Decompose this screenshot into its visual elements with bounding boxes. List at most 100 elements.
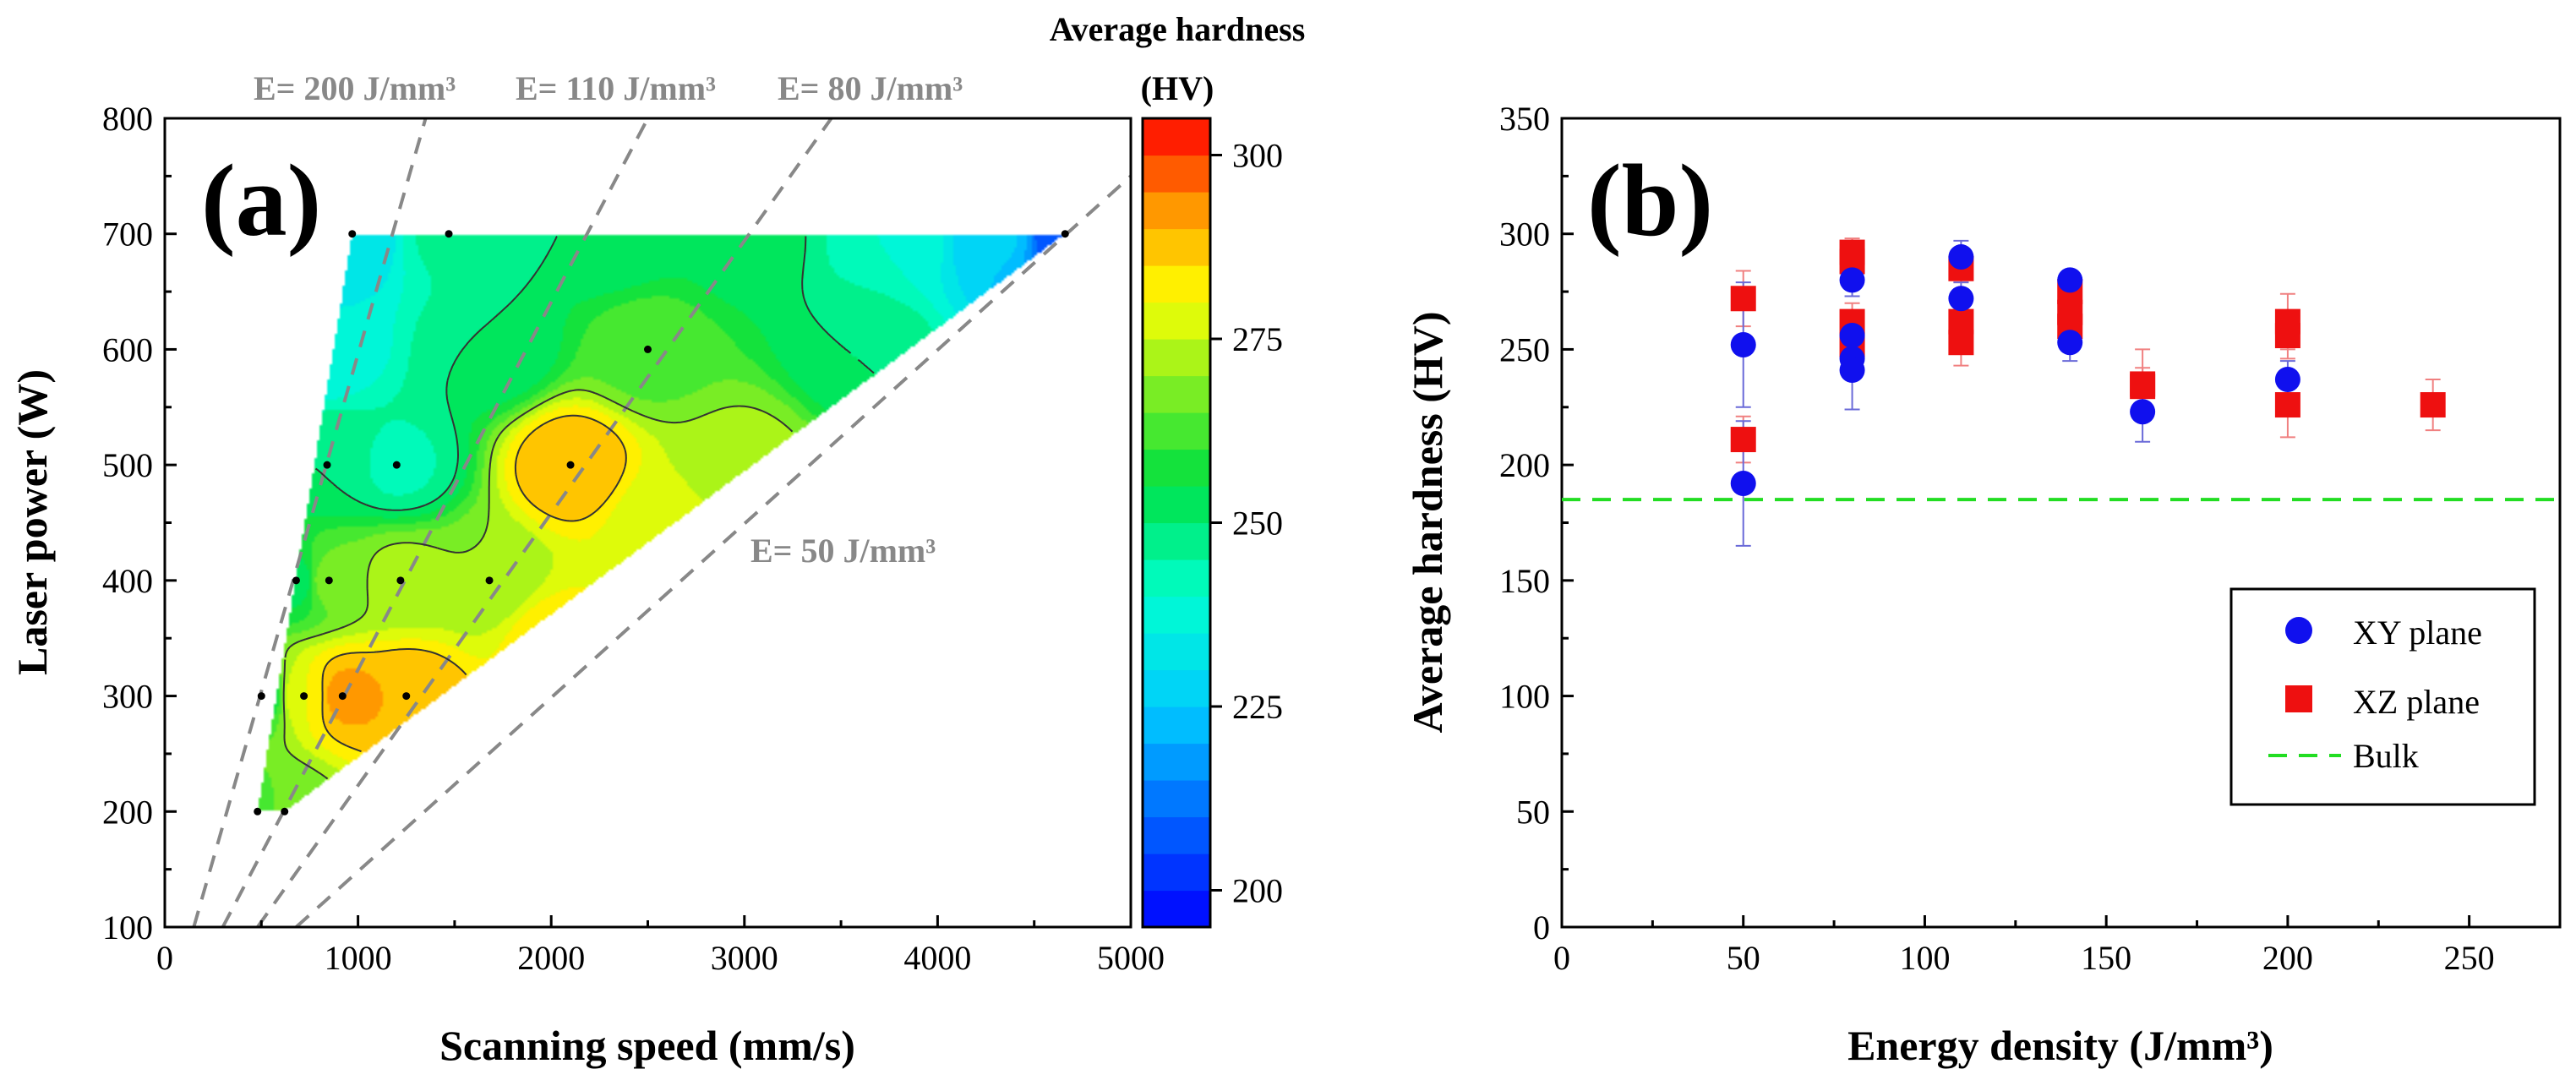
colorbar-band <box>1143 633 1209 671</box>
x-axis-b-label: Energy density (J/mm³) <box>1847 1022 2273 1069</box>
xy-plane-point <box>1948 286 1974 312</box>
colorbar-band <box>1143 743 1209 781</box>
y-tick-label-b: 150 <box>1499 562 1550 600</box>
sample-point <box>566 461 575 469</box>
y-tick-label-a: 400 <box>102 562 153 600</box>
panel-b: 0 50 100 150 200 250 0 50 100 150 200 250 300 350 (b)… <box>1404 100 2562 1069</box>
contour-lines <box>282 235 875 780</box>
xz-plane-point <box>2420 392 2446 418</box>
sample-point <box>392 461 401 469</box>
energy-line-200 <box>192 118 428 927</box>
contour-line-270 <box>282 389 794 780</box>
colorbar-band <box>1143 780 1209 818</box>
y-tick-label-b: 50 <box>1516 793 1550 831</box>
energy-line-50 <box>295 174 1131 927</box>
y-tick-label-b: 250 <box>1499 330 1550 368</box>
colorbar-band <box>1143 339 1209 377</box>
xy-plane-point <box>2274 366 2300 392</box>
xz-plane-point <box>1730 427 1756 453</box>
xy-plane-series <box>1730 244 2300 497</box>
y-tick-label-a: 300 <box>102 678 153 716</box>
hardness-contour-fill <box>165 118 1131 927</box>
colorbar-tick-label: 225 <box>1232 688 1283 726</box>
colorbar-band <box>1143 890 1209 928</box>
xy-plane-point <box>2057 267 2083 293</box>
panel-a: 0 1000 2000 3000 4000 5000 100 200 300 400 500 600 7… <box>8 10 1305 1069</box>
xy-plane-point <box>1839 357 1865 384</box>
colorbar-tick-label: 275 <box>1232 320 1283 358</box>
panel-b-label: (b) <box>1587 144 1713 258</box>
colorbar-band <box>1143 412 1209 450</box>
colorbar-band <box>1143 155 1209 193</box>
panel-a-label: (a) <box>201 144 321 258</box>
colorbar-title: Average hardness <box>1050 10 1306 48</box>
xy-plane-point <box>1730 471 1756 497</box>
xz-plane-point <box>1948 330 1974 356</box>
legend: XY plane XZ plane Bulk <box>2229 587 2536 806</box>
y-tick-label-a: 200 <box>102 793 153 831</box>
heatmap <box>165 118 1131 927</box>
sample-point <box>292 576 300 585</box>
xz-plane-point <box>1730 286 1756 312</box>
x-tick-label-a: 5000 <box>1097 939 1165 977</box>
colorbar-band <box>1143 449 1209 487</box>
x-tick-label-a: 3000 <box>711 939 778 977</box>
energy-line-label-200: E= 200 J/mm³ <box>254 69 456 107</box>
sample-point <box>396 576 405 585</box>
sample-point <box>348 230 357 238</box>
y-axis-a-label: Laser power (W) <box>8 369 56 675</box>
y-tick-label-b: 350 <box>1499 100 1550 138</box>
colorbar-band <box>1143 228 1209 266</box>
sample-points <box>254 230 1069 816</box>
sample-point <box>338 692 347 701</box>
xy-plane-point <box>1948 244 1974 270</box>
energy-line-80 <box>256 118 833 927</box>
colorbar-band <box>1143 118 1209 156</box>
colorbar-bands <box>1141 117 1212 929</box>
x-tick-label-a: 2000 <box>517 939 585 977</box>
sample-point <box>644 345 652 353</box>
x-tick-label-b: 150 <box>2081 939 2131 977</box>
colorbar-tick-label: 250 <box>1232 505 1283 543</box>
energy-line-labels: E= 200 J/mm³ E= 110 J/mm³ E= 80 J/mm³ E= 50… <box>254 69 963 570</box>
y-axis-b-label: Average hardness (HV) <box>1404 312 1451 734</box>
colorbar-band <box>1143 192 1209 230</box>
xz-plane-point <box>2274 323 2300 349</box>
sample-point <box>1061 230 1069 238</box>
xy-plane-point <box>1730 331 1756 357</box>
energy-line-label-50: E= 50 J/mm³ <box>750 532 936 570</box>
y-tick-label-a: 800 <box>102 100 153 138</box>
sample-point <box>325 576 333 585</box>
y-tick-label-a: 600 <box>102 330 153 368</box>
colorbar: Average hardness (HV) 200 225 250 275 300 <box>1050 10 1306 929</box>
sample-point <box>281 807 289 816</box>
y-tick-label-a: 100 <box>102 908 153 946</box>
colorbar-band <box>1143 669 1209 707</box>
axis-a-ticks: 0 1000 2000 3000 4000 5000 100 200 300 400 500 600 7… <box>102 100 1165 977</box>
xy-plane-point <box>2130 399 2156 425</box>
colorbar-band <box>1143 522 1209 560</box>
contour-line-285 <box>321 414 627 753</box>
y-tick-label-b: 0 <box>1533 908 1550 946</box>
x-tick-label-b: 250 <box>2444 939 2495 977</box>
x-tick-label-b: 0 <box>1553 939 1570 977</box>
xz-plane-point <box>2274 392 2300 418</box>
xy-plane-point <box>1839 323 1865 349</box>
colorbar-band <box>1143 302 1209 340</box>
energy-line-label-110: E= 110 J/mm³ <box>516 69 716 107</box>
sample-point <box>323 461 331 469</box>
colorbar-band <box>1143 375 1209 413</box>
y-tick-label-a: 700 <box>102 215 153 254</box>
colorbar-tick-label: 200 <box>1232 872 1283 910</box>
colorbar-ticks: 200 225 250 275 300 <box>1210 137 1283 910</box>
sample-point <box>300 692 308 701</box>
x-tick-label-a: 4000 <box>903 939 971 977</box>
legend-bulk-label: Bulk <box>2353 737 2419 775</box>
x-tick-label-a: 1000 <box>325 939 392 977</box>
sample-point <box>402 692 411 701</box>
colorbar-band <box>1143 265 1209 303</box>
energy-line-110 <box>221 118 650 927</box>
axis-b-ticks: 0 50 100 150 200 250 0 50 100 150 200 250 300 350 <box>1499 100 2495 977</box>
sample-point <box>445 230 453 238</box>
